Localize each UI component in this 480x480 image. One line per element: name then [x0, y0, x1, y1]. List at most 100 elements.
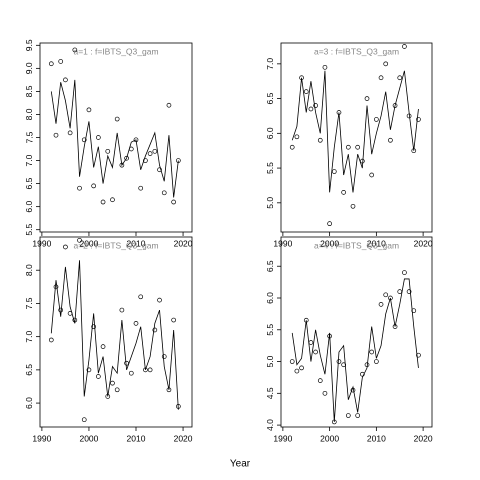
panel-frame — [280, 236, 433, 428]
point — [81, 417, 87, 423]
point — [157, 167, 162, 173]
point — [378, 302, 384, 307]
panel-title: a=2 : f=IBTS_Q3_gam — [73, 240, 158, 250]
point — [58, 59, 64, 64]
point — [359, 158, 365, 164]
point — [81, 137, 87, 143]
point — [383, 292, 389, 298]
y-tick-label: 7.0 — [24, 330, 34, 342]
point — [48, 61, 54, 67]
point — [143, 158, 148, 163]
point — [303, 89, 309, 94]
point — [110, 380, 115, 386]
point — [313, 103, 318, 108]
point — [63, 77, 68, 83]
point — [322, 390, 328, 396]
y-tick-label: 8.5 — [24, 85, 34, 97]
x-tick-label: 2000 — [320, 238, 339, 248]
point — [341, 190, 346, 195]
y-tick-label: 4.5 — [265, 387, 275, 399]
y-tick-label: 6.5 — [24, 177, 34, 189]
point — [161, 190, 167, 196]
point — [114, 387, 120, 393]
y-tick-label: 8.0 — [24, 264, 34, 276]
panel-frame — [280, 42, 433, 233]
point — [128, 370, 134, 376]
x-tick-label: 2010 — [367, 238, 386, 248]
y-tick-label: 6.0 — [24, 200, 34, 212]
point — [411, 308, 417, 314]
point — [152, 327, 158, 333]
x-tick-label: 2010 — [127, 238, 146, 248]
point — [397, 289, 403, 294]
y-tick-label: 7.0 — [24, 154, 34, 166]
y-tick-label: 6.5 — [24, 364, 34, 376]
point — [133, 321, 139, 326]
point — [166, 102, 172, 108]
point — [383, 61, 389, 67]
point — [124, 155, 129, 161]
point — [355, 413, 361, 418]
point — [110, 197, 115, 203]
point — [91, 324, 96, 330]
point — [48, 337, 54, 343]
fit-line — [50, 260, 179, 410]
point — [322, 64, 328, 70]
point — [294, 368, 300, 374]
y-tick-label: 7.5 — [24, 131, 34, 143]
x-tick-label: 2010 — [127, 433, 146, 443]
point — [152, 148, 158, 154]
point — [77, 185, 82, 191]
point — [91, 183, 96, 189]
y-tick-label: 5.0 — [265, 355, 275, 367]
point — [138, 294, 144, 300]
point — [58, 307, 64, 313]
point — [100, 199, 106, 205]
point — [355, 144, 361, 150]
point — [86, 367, 92, 373]
point — [317, 137, 323, 143]
panel-title: a=4 : f=IBTS_Q3_gam — [314, 240, 399, 250]
point — [294, 134, 300, 140]
point — [369, 172, 375, 178]
y-tick-label: 5.5 — [24, 224, 34, 236]
x-tick-label: 2000 — [79, 238, 98, 248]
y-tick-label: 5.5 — [265, 162, 275, 174]
point — [114, 116, 120, 122]
y-tick-label: 6.0 — [265, 292, 275, 304]
point — [345, 413, 351, 418]
point — [53, 132, 59, 138]
point — [308, 340, 314, 345]
point — [96, 374, 101, 379]
point — [119, 307, 125, 313]
point — [397, 75, 403, 81]
point — [161, 354, 167, 359]
panel-title: a=1 : f=IBTS_Q3_gam — [73, 46, 158, 56]
point — [350, 203, 356, 209]
y-tick-label: 4.0 — [265, 419, 275, 431]
point — [299, 365, 304, 371]
point — [63, 244, 68, 250]
x-tick-label: 1990 — [32, 433, 51, 443]
fit-line — [291, 278, 419, 422]
point — [105, 148, 111, 154]
point — [364, 96, 370, 101]
y-tick-label: 7.0 — [265, 58, 275, 70]
x-axis-label: Year — [230, 459, 251, 470]
y-tick-label: 6.5 — [265, 260, 275, 272]
y-tick-label: 9.0 — [24, 62, 34, 74]
point — [289, 144, 295, 150]
point — [378, 75, 384, 81]
point — [374, 359, 379, 364]
x-tick-label: 1990 — [32, 238, 51, 248]
x-tick-label: 2020 — [174, 238, 193, 248]
point — [86, 107, 92, 113]
y-tick-label: 7.5 — [24, 297, 34, 309]
point — [289, 359, 295, 364]
point — [345, 144, 351, 150]
y-tick-label: 5.0 — [265, 197, 275, 209]
point — [72, 47, 78, 53]
y-tick-label: 9.5 — [24, 39, 34, 51]
point — [416, 352, 421, 358]
